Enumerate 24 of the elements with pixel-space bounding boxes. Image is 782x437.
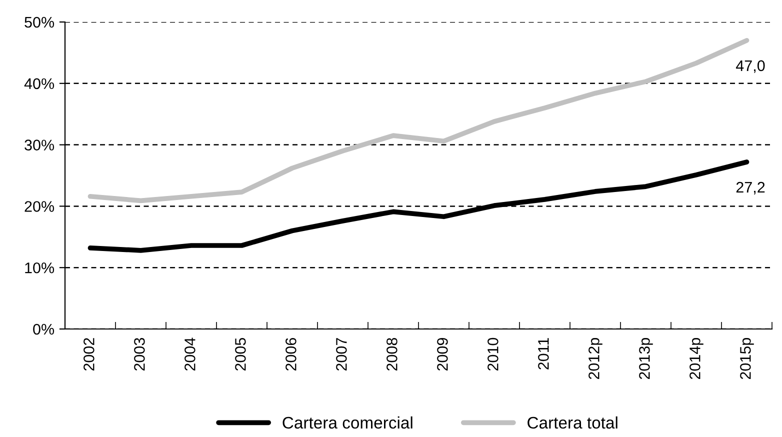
- y-tick-label: 30%: [24, 140, 54, 150]
- x-tick-label: 2003: [134, 338, 145, 371]
- x-tick-label: 2015p: [740, 338, 754, 380]
- x-tick-label: 2002: [84, 338, 94, 371]
- y-tick-label: 10%: [25, 262, 54, 274]
- x-tick-label: 2010: [488, 338, 498, 371]
- y-tick-label: 40%: [24, 78, 54, 90]
- x-tick-label: 2005: [235, 338, 246, 371]
- x-tick-label: 2012p: [588, 338, 602, 380]
- x-tick-label: 2011: [538, 338, 549, 370]
- x-tick-label: 2013p: [639, 338, 653, 380]
- y-tick-label: 0%: [33, 324, 54, 335]
- x-tick-label: 2008: [386, 338, 398, 371]
- data-label: 47,0: [736, 60, 765, 73]
- y-tick-label: 50%: [24, 16, 54, 28]
- legend-label: Cartera total: [528, 416, 618, 429]
- x-tick-label: 2007: [336, 338, 347, 371]
- x-tick-label: 2004: [184, 338, 196, 371]
- x-tick-label: 2014p: [690, 338, 704, 380]
- data-label: 27,2: [736, 182, 765, 195]
- x-tick-label: 2009: [437, 338, 448, 371]
- legend-label: Cartera comercial: [282, 416, 412, 429]
- y-tick-label: 20%: [24, 201, 54, 212]
- x-tick-label: 2006: [286, 338, 296, 371]
